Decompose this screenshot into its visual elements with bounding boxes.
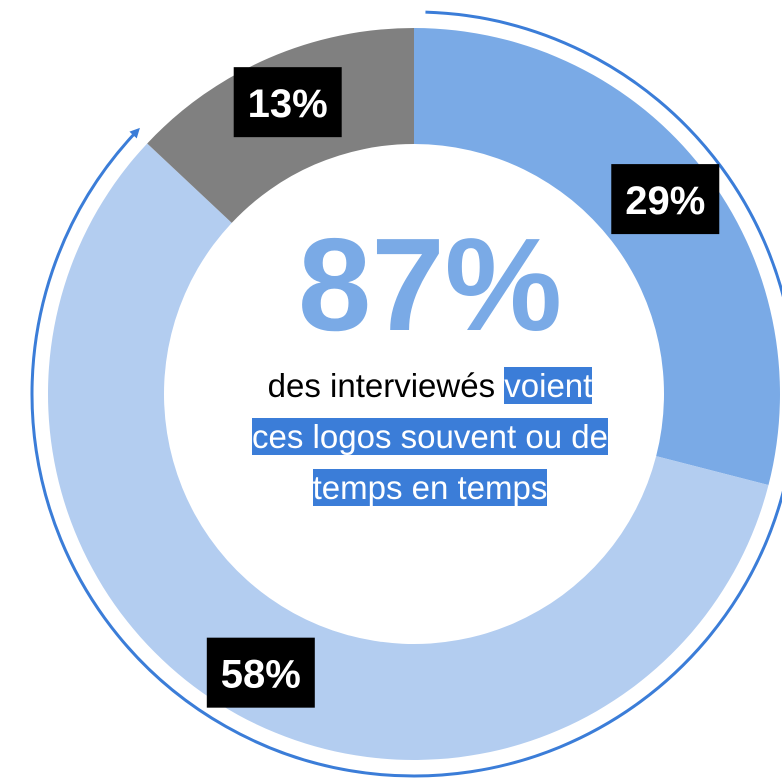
- highlighted-text: voient: [504, 367, 593, 404]
- highlighted-text: ces logos souvent ou de: [252, 418, 608, 455]
- center-text: 87% des interviewés voient ces logos souv…: [180, 210, 680, 513]
- labels: 29% 58% 13%: [206, 67, 720, 708]
- slice: [414, 28, 780, 486]
- value-label: 58%: [221, 653, 301, 697]
- center-line: des interviewés voient: [180, 360, 680, 411]
- center-value: 87%: [297, 211, 563, 358]
- label-box: [611, 164, 720, 235]
- highlighted-text: temps en temps: [312, 469, 548, 506]
- slice: [47, 143, 769, 761]
- center-lines: des interviewés voient ces logos souvent …: [180, 360, 680, 513]
- arrow-arc: [30, 10, 782, 778]
- label-box: [206, 637, 315, 708]
- center-line: ces logos souvent ou de: [180, 411, 680, 462]
- label-box: [233, 67, 342, 138]
- text: des interviewés: [267, 367, 505, 404]
- value-label: 29%: [625, 179, 705, 223]
- value-label: 13%: [248, 82, 328, 126]
- center-line: temps en temps: [180, 462, 680, 513]
